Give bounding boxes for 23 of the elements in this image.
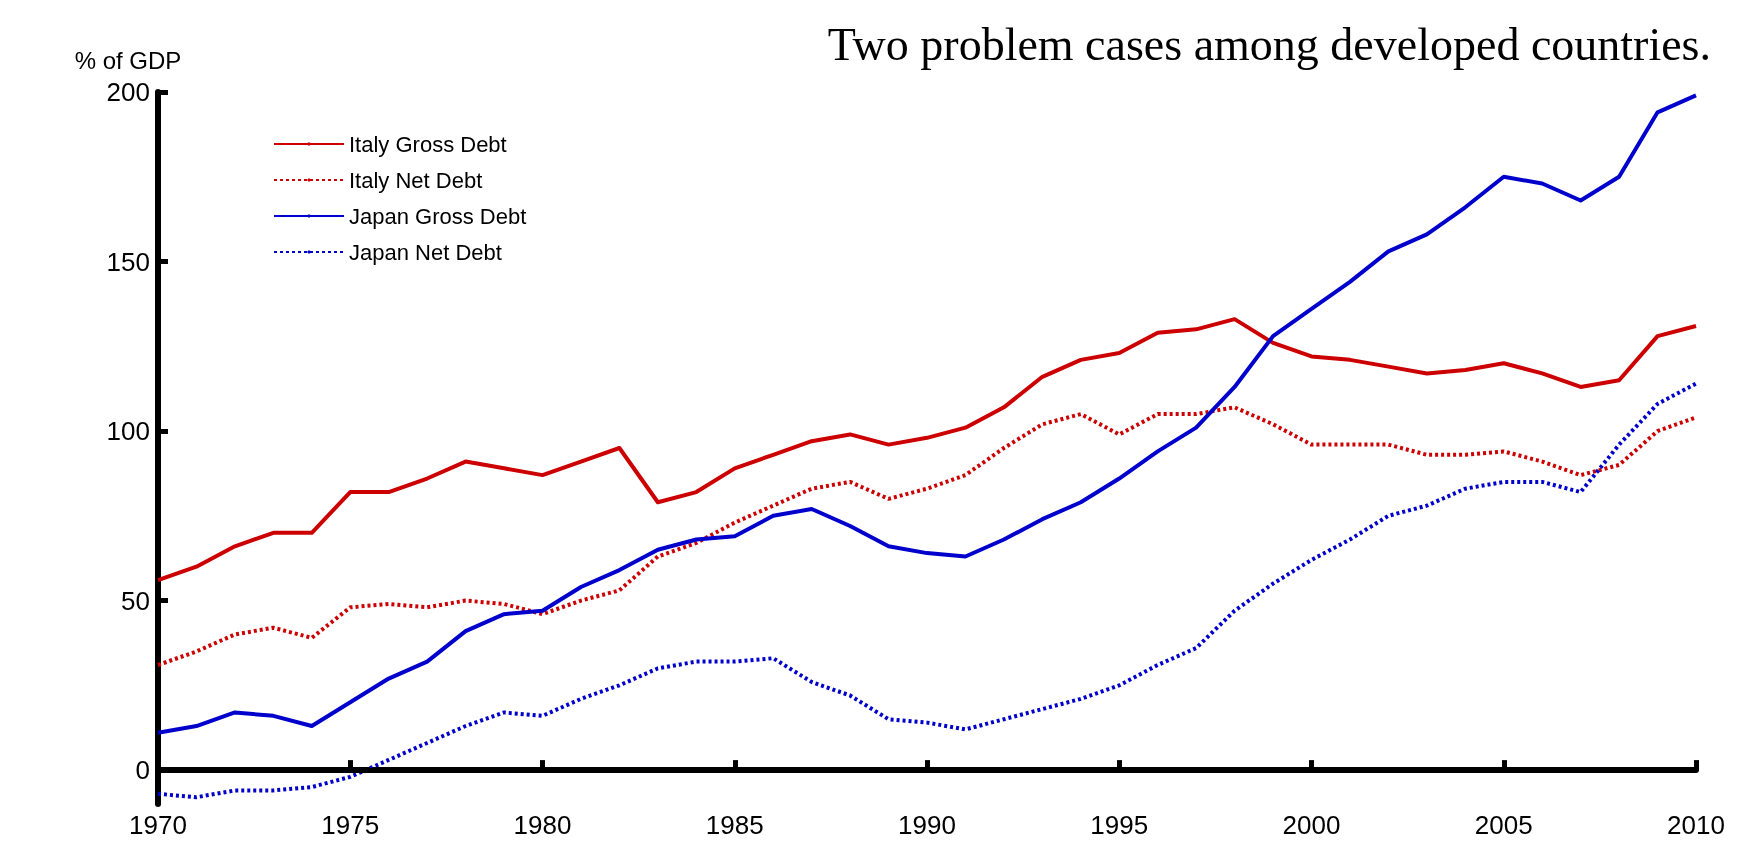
legend-label: Italy Gross Debt	[349, 131, 507, 157]
chart-title: Two problem cases among developed countries.	[827, 18, 1712, 70]
y-tick-label: 0	[135, 755, 150, 786]
x-tick-label: 1980	[513, 810, 572, 840]
y-tick-label: 150	[106, 246, 150, 277]
x-tick-label: 1975	[321, 810, 380, 840]
y-tick-label: 50	[121, 585, 150, 616]
x-tick-label: 2005	[1474, 810, 1533, 840]
x-tick-label: 2000	[1282, 810, 1341, 840]
x-tick-label: 1985	[705, 810, 764, 840]
line-series	[156, 93, 1698, 735]
legend-label: Italy Net Debt	[349, 167, 483, 193]
y-tick-label: 200	[106, 77, 150, 107]
line-series	[156, 317, 1698, 583]
y-axis-title: % of GDP	[74, 46, 182, 74]
y-tick-label: 100	[106, 416, 150, 447]
x-tick-label: 2010	[1667, 810, 1725, 840]
x-tick-label: 1995	[1090, 810, 1149, 840]
x-tick-label: 1990	[898, 810, 956, 840]
x-tick-label: 1970	[129, 810, 187, 840]
legend-label: Japan Gross Debt	[349, 203, 527, 229]
line-series	[156, 381, 1698, 800]
legend-label: Japan Net Debt	[349, 239, 502, 265]
